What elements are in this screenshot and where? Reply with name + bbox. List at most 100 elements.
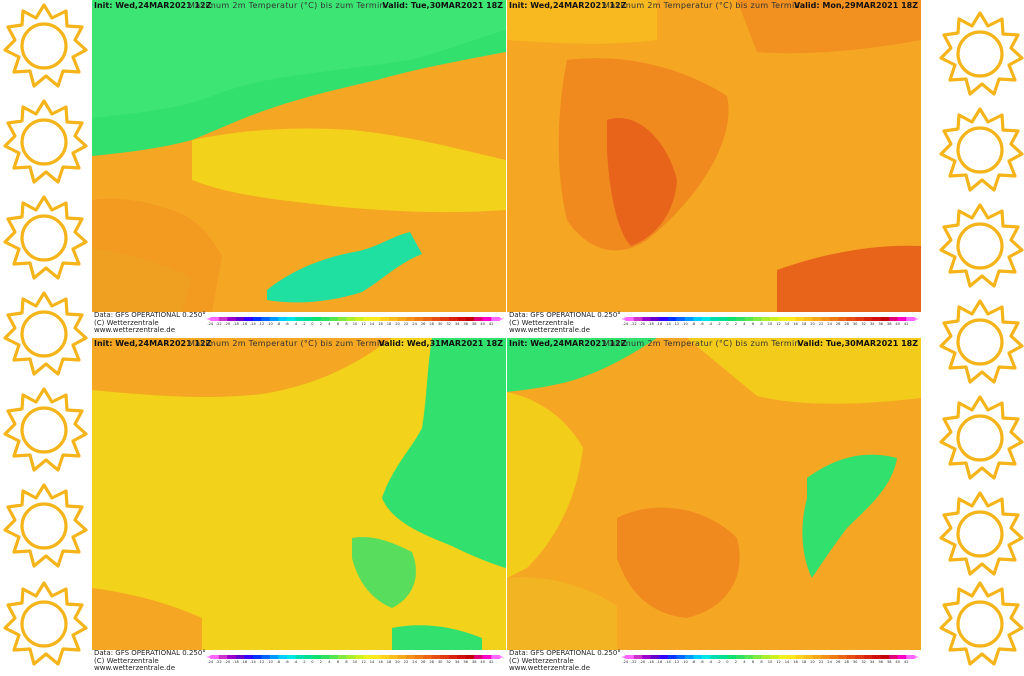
scale-tick-label: -16 [656,322,663,325]
scale-swatch [278,317,288,321]
scale-swatch [846,317,856,321]
scale-tick-label: 42 [904,660,909,663]
scale-tick-label: -2 [717,660,721,663]
copyright: (C) Wetterzentrale [509,318,574,327]
scale-tick-label: -8 [692,322,696,325]
scale-tick-label: -20 [639,322,646,325]
scale-tick-label: -18 [648,660,655,663]
scale-swatch [235,655,245,659]
scale-swatch [355,317,364,321]
scale-swatch [710,655,720,659]
scale-tick-label: 0 [311,660,314,663]
scale-arrow-right [910,317,919,321]
scale-tick-label: 40 [895,660,900,663]
map-title: Maximum 2m Temperatur (°C) bis zum Termi… [603,1,800,10]
scale-tick-label: 26 [836,322,841,325]
scale-tick-label: -18 [233,322,240,325]
scale-swatch [431,317,441,321]
scale-tick-label: -18 [233,660,240,663]
scale-swatch [693,655,703,659]
scale-tick-label: 42 [904,322,909,325]
copyright: (C) Wetterzentrale [94,656,159,665]
scale-arrow-right [495,655,504,659]
scale-tick-label: -6 [700,660,704,663]
scale-swatch [659,655,669,659]
scale-swatch [744,655,754,659]
scale-tick-label: 40 [480,660,485,663]
scale-tick-label: 28 [844,322,849,325]
scale-tick-label: -20 [639,660,646,663]
scale-swatch [329,655,339,659]
map-panel-bottom-right: Init: Wed,24MAR2021 12Z Maximum 2m Tempe… [507,338,921,672]
scale-swatch [355,655,364,659]
scale-tick-label: 18 [802,660,807,663]
scale-tick-label: 30 [438,660,443,663]
scale-tick-label: -2 [302,322,306,325]
data-source: Data: GFS OPERATIONAL 0.250° [94,649,206,657]
scale-swatch [880,655,890,659]
scale-swatch [625,317,635,321]
scale-tick-label: 24 [412,660,417,663]
scale-swatch [795,655,805,659]
color-scale-legend: -24 -22 -20 -18 -16 -14 -12 -10 -8 -6 -4 -2 0 2 4 6 8 10 1… [206,317,504,325]
color-scale-legend: -24 -22 -20 -18 -16 -14 -12 -10 -8 -6 -4 -2 0 2 4 6 8 10 1… [621,655,919,663]
scale-swatch [397,317,407,321]
scale-swatch [329,317,339,321]
scale-tick-label: 38 [472,660,477,663]
scale-swatch [863,317,873,321]
sun-icon [936,202,1024,290]
scale-swatch [320,317,330,321]
init-time: Init: Wed,24MAR2021 12Z [94,1,212,10]
scale-tick-label: 26 [421,322,426,325]
scale-tick-label: 12 [776,660,781,663]
init-time: Init: Wed,24MAR2021 12Z [509,1,627,10]
copyright: (C) Wetterzentrale [94,318,159,327]
scale-swatch [372,317,381,321]
scale-tick-label: -16 [656,660,663,663]
sun-icon [0,482,88,570]
scale-swatch [252,655,262,659]
scale-tick-label: 8 [760,660,763,663]
sun-icon [0,290,88,378]
scale-tick-label: -14 [250,322,257,325]
valid-time: Valid: Tue,30MAR2021 18Z [382,1,503,10]
scale-swatch [710,317,720,321]
scale-swatch [821,317,830,321]
scale-swatch [363,655,373,659]
scale-tick-label: -24 [622,322,629,325]
scale-swatch [423,317,432,321]
sun-icon [936,298,1024,386]
color-scale-legend: -24 -22 -20 -18 -16 -14 -12 -10 -8 -6 -4 -2 0 2 4 6 8 10 1… [206,655,504,663]
scale-swatch [650,317,660,321]
map-title: Maximum 2m Temperatur (°C) bis zum Termi… [603,339,800,348]
scale-swatch [676,317,686,321]
sun-column-left [0,0,88,676]
scale-swatch [337,317,347,321]
scale-tick-label: 32 [446,660,451,663]
scale-tick-label: 10 [768,660,773,663]
scale-swatch [261,655,271,659]
scale-tick-label: 34 [870,660,875,663]
sun-icon [0,194,88,282]
source-url: www.wetterzentrale.de [509,664,591,672]
scale-tick-label: 20 [395,660,400,663]
scale-swatch [482,655,492,659]
scale-swatch [829,317,839,321]
scale-swatch [761,655,771,659]
scale-swatch [667,317,677,321]
scale-swatch [346,317,356,321]
scale-swatch [252,317,262,321]
scale-swatch [642,317,652,321]
scale-swatch [440,655,449,659]
scale-swatch [448,655,458,659]
scale-tick-label: 38 [887,322,892,325]
scale-tick-label: -14 [250,660,257,663]
scale-swatch [457,317,466,321]
scale-swatch [210,317,220,321]
scale-swatch [286,655,296,659]
scale-tick-label: -22 [216,660,222,663]
scale-tick-label: 24 [827,660,832,663]
scale-swatch [770,317,779,321]
scale-swatch [295,655,305,659]
scale-swatch [261,317,271,321]
